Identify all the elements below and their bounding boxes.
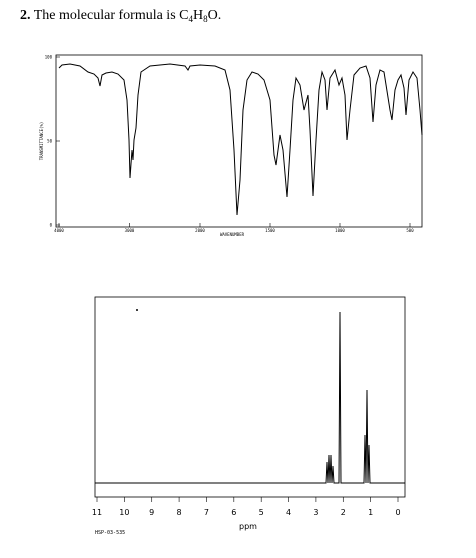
x-tick-label: 3 (313, 508, 318, 517)
x-tick-label: 4000 (54, 228, 64, 233)
x-tick-label: 2000 (195, 228, 205, 233)
x-tick-label: 1000 (335, 228, 345, 233)
x-tick-label: 7 (204, 508, 209, 517)
x-tick-label: 9 (149, 508, 154, 517)
x-tick-label: 6 (231, 508, 236, 517)
y-tick-label: 100 (45, 55, 53, 60)
x-tick-label: 11 (92, 508, 102, 517)
spectrum-code: HSP-03-535 (95, 530, 125, 536)
nmr-frame (94, 296, 406, 498)
y-tick-label: 0 (50, 223, 53, 228)
ir-spectrum (58, 63, 423, 216)
speck (136, 309, 138, 311)
question-number: 2. (20, 8, 31, 23)
subscript: 4 (188, 14, 193, 24)
x-tick-label: 10 (119, 508, 129, 517)
formula-end: O. (208, 8, 222, 23)
ir-frame (55, 54, 423, 228)
nmr-x-label: ppm (239, 522, 257, 531)
subscript: 8 (203, 14, 208, 24)
ir-x-label: WAVENUMBER (220, 232, 245, 237)
x-tick-label: 2 (341, 508, 346, 517)
formula-h: H (193, 8, 203, 23)
x-tick-label: 3000 (125, 228, 135, 233)
formula-text: The molecular formula is C (34, 8, 189, 23)
x-tick-label: 1 (368, 508, 373, 517)
x-tick-label: 8 (177, 508, 182, 517)
question-heading: 2. The molecular formula is C4H8O. (20, 8, 221, 24)
ir-y-label: TRANSMITTANCE(%) (39, 122, 44, 161)
x-tick-label: 5 (259, 508, 264, 517)
x-tick-label: 1500 (265, 228, 275, 233)
x-tick-label: 0 (395, 508, 400, 517)
x-tick-label: 4 (286, 508, 291, 517)
x-tick-label: 500 (406, 228, 414, 233)
nmr-spectrum (95, 311, 405, 484)
y-tick-label: 50 (47, 139, 52, 144)
